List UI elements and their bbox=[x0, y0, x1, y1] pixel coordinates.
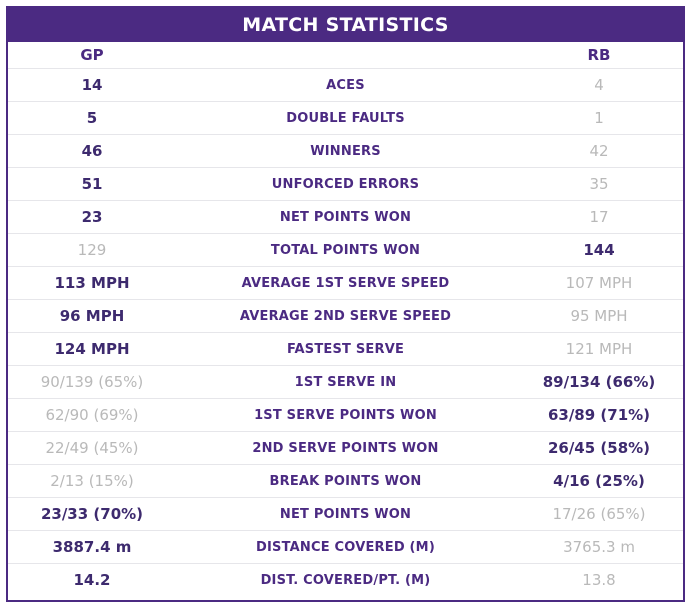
stat-label: DIST. COVERED/PT. (M) bbox=[260, 572, 431, 588]
stat-row: 51 UNFORCED ERRORS 35 bbox=[8, 168, 683, 201]
stats-table: 14 ACES 4 5 DOUBLE FAULTS 1 46 WINNERS 42 51 UNFOR… bbox=[8, 69, 683, 596]
stat-row: 3887.4 m DISTANCE COVERED (M) 3765.3 m bbox=[8, 531, 683, 564]
stat-right-value: 107 MPH bbox=[565, 274, 633, 292]
stat-row: 23/33 (70%) NET POINTS WON 17/26 (65%) bbox=[8, 498, 683, 531]
stat-label: NET POINTS WON bbox=[279, 209, 412, 225]
stat-right-value: 144 bbox=[583, 241, 615, 259]
stat-left-value: 5 bbox=[86, 109, 98, 127]
stat-right-value: 95 MPH bbox=[570, 307, 628, 325]
stat-right-value: 17/26 (65%) bbox=[552, 505, 646, 523]
stat-right-value: 26/45 (58%) bbox=[547, 439, 651, 457]
stat-right-value: 35 bbox=[589, 175, 609, 193]
stat-row: 62/90 (69%) 1ST SERVE POINTS WON 63/89 (71… bbox=[8, 399, 683, 432]
stat-label: ACES bbox=[326, 77, 365, 93]
stat-right-value: 4 bbox=[594, 76, 604, 94]
stat-left-value: 23/33 (70%) bbox=[40, 505, 144, 523]
card-title: MATCH STATISTICS bbox=[8, 8, 683, 42]
stat-right-value: 17 bbox=[589, 208, 609, 226]
stat-left-value: 113 MPH bbox=[54, 274, 130, 292]
stat-left-value: 96 MPH bbox=[59, 307, 125, 325]
player-header-row: GP RB bbox=[8, 42, 683, 69]
stat-label: 2ND SERVE POINTS WON bbox=[252, 440, 439, 456]
player-left-label: GP bbox=[80, 46, 104, 64]
stat-label: WINNERS bbox=[310, 143, 381, 159]
stat-row: 14.2 DIST. COVERED/PT. (M) 13.8 bbox=[8, 564, 683, 596]
stat-right-value: 89/134 (66%) bbox=[542, 373, 656, 391]
stat-right-value: 3765.3 m bbox=[563, 538, 635, 556]
stat-left-value: 14.2 bbox=[73, 571, 111, 589]
stat-row: 22/49 (45%) 2ND SERVE POINTS WON 26/45 (58… bbox=[8, 432, 683, 465]
stat-row: 2/13 (15%) BREAK POINTS WON 4/16 (25%) bbox=[8, 465, 683, 498]
stat-label: DOUBLE FAULTS bbox=[286, 110, 405, 126]
stat-left-value: 23 bbox=[81, 208, 103, 226]
stat-row: 129 TOTAL POINTS WON 144 bbox=[8, 234, 683, 267]
stat-left-value: 2/13 (15%) bbox=[50, 472, 134, 490]
stat-label: DISTANCE COVERED (M) bbox=[256, 539, 435, 555]
stat-row: 96 MPH AVERAGE 2ND SERVE SPEED 95 MPH bbox=[8, 300, 683, 333]
stat-left-value: 51 bbox=[81, 175, 103, 193]
stat-right-value: 4/16 (25%) bbox=[553, 472, 645, 490]
match-statistics-card: MATCH STATISTICS GP RB 14 ACES 4 5 DOUBLE FA… bbox=[6, 6, 685, 602]
stat-row: 90/139 (65%) 1ST SERVE IN 89/134 (66%) bbox=[8, 366, 683, 399]
stat-right-value: 42 bbox=[589, 142, 609, 160]
stat-left-value: 90/139 (65%) bbox=[40, 373, 144, 391]
stat-left-value: 22/49 (45%) bbox=[45, 439, 139, 457]
stat-left-value: 124 MPH bbox=[54, 340, 130, 358]
stat-right-value: 63/89 (71%) bbox=[547, 406, 651, 424]
stat-label: BREAK POINTS WON bbox=[269, 473, 422, 489]
stat-right-value: 13.8 bbox=[582, 571, 616, 589]
stat-right-value: 1 bbox=[594, 109, 604, 127]
stat-row: 5 DOUBLE FAULTS 1 bbox=[8, 102, 683, 135]
stat-left-value: 46 bbox=[81, 142, 103, 160]
stat-label: NET POINTS WON bbox=[279, 506, 412, 522]
stat-label: FASTEST SERVE bbox=[286, 341, 405, 357]
stat-row: 14 ACES 4 bbox=[8, 69, 683, 102]
stat-label: AVERAGE 1ST SERVE SPEED bbox=[241, 275, 450, 291]
stat-left-value: 129 bbox=[77, 241, 107, 259]
stat-label: AVERAGE 2ND SERVE SPEED bbox=[239, 308, 452, 324]
stat-right-value: 121 MPH bbox=[565, 340, 633, 358]
stat-left-value: 3887.4 m bbox=[52, 538, 132, 556]
stat-row: 124 MPH FASTEST SERVE 121 MPH bbox=[8, 333, 683, 366]
stat-row: 23 NET POINTS WON 17 bbox=[8, 201, 683, 234]
stat-label: TOTAL POINTS WON bbox=[270, 242, 421, 258]
stat-label: UNFORCED ERRORS bbox=[271, 176, 420, 192]
stat-label: 1ST SERVE POINTS WON bbox=[254, 407, 437, 423]
stat-left-value: 62/90 (69%) bbox=[45, 406, 139, 424]
stat-row: 113 MPH AVERAGE 1ST SERVE SPEED 107 MPH bbox=[8, 267, 683, 300]
player-right-label: RB bbox=[587, 46, 611, 64]
stat-left-value: 14 bbox=[81, 76, 103, 94]
stat-row: 46 WINNERS 42 bbox=[8, 135, 683, 168]
stat-label: 1ST SERVE IN bbox=[294, 374, 397, 390]
